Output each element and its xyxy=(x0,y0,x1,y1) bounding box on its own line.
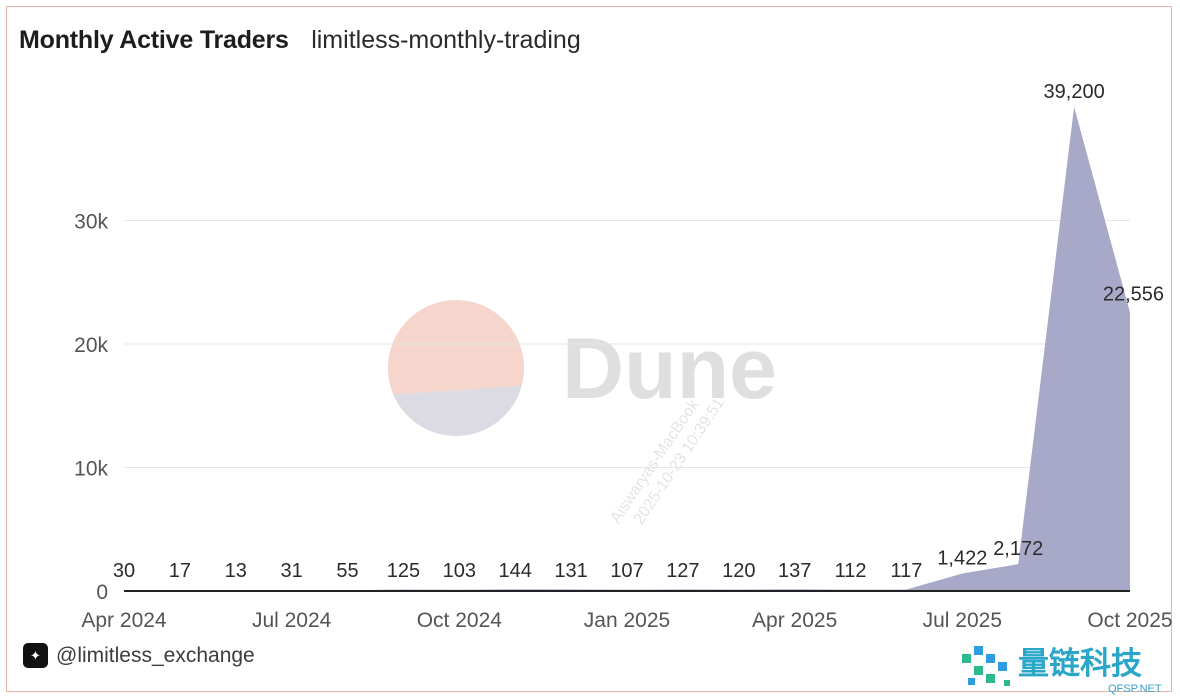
data-label: 22,556 xyxy=(1103,283,1164,305)
grid-lines xyxy=(124,220,1130,468)
data-label: 137 xyxy=(778,560,811,582)
brand-site: QFSP.NET xyxy=(1108,683,1162,695)
data-label: 13 xyxy=(225,560,247,582)
chart-header: Monthly Active Traders limitless-monthly… xyxy=(19,26,581,55)
y-tick-label: 0 xyxy=(96,581,108,604)
data-label: 144 xyxy=(499,560,532,582)
x-axis: Apr 2024 Jul 2024 Oct 2024 Jan 2025 Apr 2025… xyxy=(81,609,1172,632)
y-tick-label: 10k xyxy=(74,458,108,481)
y-tick-label: 30k xyxy=(74,211,108,234)
x-tick-label: Oct 2025 xyxy=(1087,609,1172,632)
data-label: 39,200 xyxy=(1044,81,1105,103)
data-label: 107 xyxy=(610,560,643,582)
data-label: 103 xyxy=(443,560,476,582)
data-label: 127 xyxy=(666,560,699,582)
author-handle[interactable]: @limitless_exchange xyxy=(56,643,255,667)
dune-watermark: Dune Aiswaryas-MacBook 2025-10-23 10:39:… xyxy=(388,300,777,528)
corner-brand: 量链科技 QFSP.NET xyxy=(962,646,1162,695)
data-label: 17 xyxy=(169,560,191,582)
x-tick-label: Apr 2024 xyxy=(81,609,167,632)
data-label: 2,172 xyxy=(993,538,1043,560)
x-tick-label: Jul 2024 xyxy=(252,609,332,632)
x-logo-icon: ✦ xyxy=(23,643,48,668)
data-label: 31 xyxy=(281,560,303,582)
data-label: 1,422 xyxy=(937,547,987,569)
dune-logo-bottom xyxy=(393,385,522,437)
chart-title: Monthly Active Traders xyxy=(19,26,289,54)
area-series xyxy=(124,106,1130,591)
qfsp-logo-icon xyxy=(962,646,1010,686)
data-label: 117 xyxy=(890,560,922,582)
x-tick-label: Oct 2024 xyxy=(417,609,503,632)
dune-logo-icon xyxy=(388,300,524,437)
data-label: 30 xyxy=(113,560,135,582)
footer: ✦ @limitless_exchange xyxy=(23,643,255,668)
brand-name: 量链科技 xyxy=(1018,646,1142,682)
x-tick-label: Jan 2025 xyxy=(584,609,670,632)
data-label: 55 xyxy=(336,560,358,582)
dune-brand-text: Dune xyxy=(562,321,777,417)
data-label: 131 xyxy=(554,560,587,582)
x-tick-label: Apr 2025 xyxy=(752,609,837,632)
y-tick-label: 20k xyxy=(74,334,108,357)
y-axis: 0 10k 20k 30k xyxy=(74,211,108,605)
data-label: 120 xyxy=(722,560,755,582)
data-label: 112 xyxy=(835,560,867,582)
data-labels: 30 17 13 31 55 125 103 144 131 107 127 120 137 112 117… xyxy=(113,81,1164,582)
data-label: 125 xyxy=(387,560,420,582)
chart-subtitle: limitless-monthly-trading xyxy=(311,26,581,54)
dune-logo-top xyxy=(388,300,524,395)
x-tick-label: Jul 2025 xyxy=(923,609,1002,632)
